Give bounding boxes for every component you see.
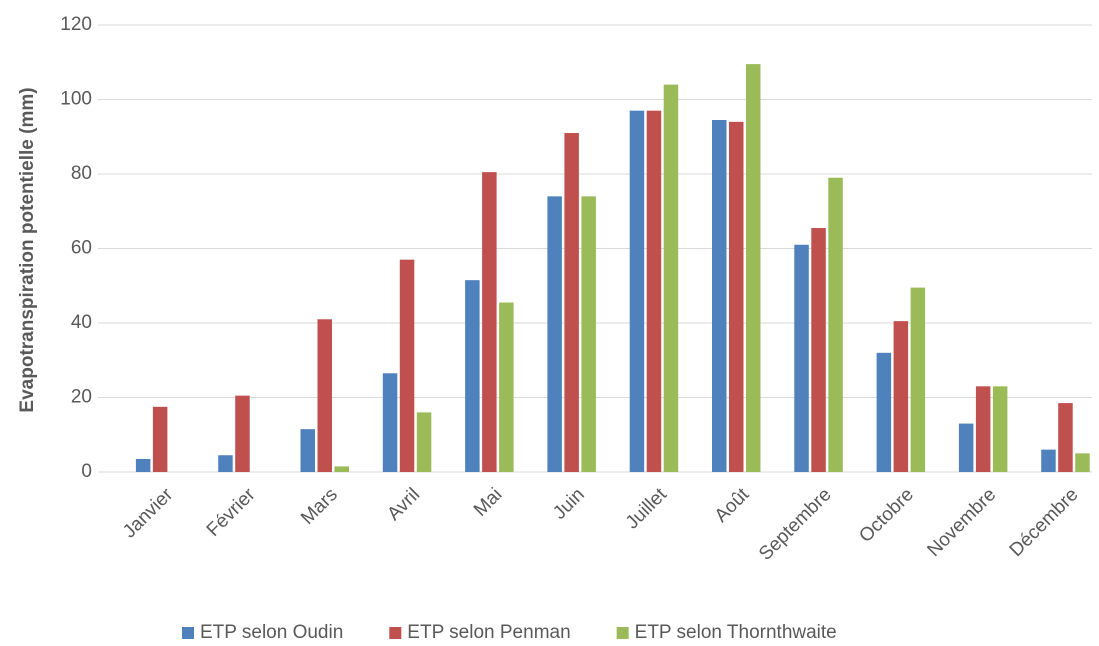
x-tick-label: Mars bbox=[297, 484, 342, 529]
bar bbox=[876, 352, 892, 472]
x-tick-label: Février bbox=[203, 484, 260, 541]
bar bbox=[828, 177, 843, 472]
y-tick-label: 0 bbox=[81, 461, 92, 482]
x-tick-label: Décembre bbox=[1006, 484, 1083, 561]
bar bbox=[663, 84, 679, 472]
bar bbox=[794, 244, 809, 472]
bar bbox=[1058, 403, 1073, 472]
bar bbox=[581, 196, 596, 472]
x-tick-label: Juillet bbox=[622, 484, 672, 534]
legend-label: ETP selon Penman bbox=[407, 622, 570, 643]
y-tick-label: 80 bbox=[71, 163, 92, 184]
y-tick-label: 40 bbox=[71, 312, 92, 333]
legend-swatch bbox=[389, 627, 402, 639]
bar bbox=[235, 395, 250, 472]
legend-swatch bbox=[182, 627, 194, 639]
bar bbox=[958, 423, 974, 472]
bar bbox=[499, 302, 514, 472]
bar bbox=[992, 386, 1008, 472]
bar bbox=[910, 287, 926, 472]
x-tick-label: Septembre bbox=[755, 484, 836, 565]
y-tick-label: 60 bbox=[71, 238, 92, 259]
x-tick-label: Avril bbox=[383, 484, 424, 525]
bar bbox=[482, 172, 497, 472]
bar bbox=[416, 412, 432, 472]
bar bbox=[1041, 449, 1056, 472]
legend-label: ETP selon Oudin bbox=[200, 622, 343, 643]
x-tick-label: Octobre bbox=[855, 484, 918, 547]
x-tick-label: Août bbox=[711, 484, 754, 527]
bar bbox=[317, 319, 332, 472]
bar bbox=[135, 458, 151, 472]
bar bbox=[547, 196, 562, 472]
bar bbox=[152, 406, 168, 472]
bar bbox=[629, 110, 645, 473]
bar bbox=[334, 466, 349, 472]
y-tick-label: 20 bbox=[71, 387, 92, 408]
bar bbox=[729, 121, 744, 472]
bar bbox=[893, 321, 909, 472]
x-tick-label: Mai bbox=[470, 484, 507, 521]
bar bbox=[465, 280, 480, 472]
bar bbox=[975, 386, 991, 472]
bar bbox=[399, 259, 415, 472]
legend-swatch bbox=[616, 627, 629, 639]
legend-label: ETP selon Thornthwaite bbox=[635, 622, 837, 643]
bar bbox=[218, 455, 233, 472]
bar bbox=[712, 119, 727, 473]
y-axis-title: Evapotranspiration potentielle (mm) bbox=[17, 87, 38, 412]
x-tick-label: Juin bbox=[549, 484, 588, 523]
x-tick-label: Janvier bbox=[119, 484, 178, 543]
bar bbox=[1075, 453, 1090, 472]
bar bbox=[300, 429, 315, 472]
bar bbox=[382, 373, 398, 472]
bar bbox=[811, 228, 826, 472]
y-tick-label: 120 bbox=[60, 14, 92, 35]
bar bbox=[564, 133, 579, 472]
x-tick-label: Novembre bbox=[923, 484, 1000, 561]
bar bbox=[646, 110, 662, 473]
y-tick-label: 100 bbox=[60, 89, 92, 110]
bar bbox=[746, 64, 761, 473]
